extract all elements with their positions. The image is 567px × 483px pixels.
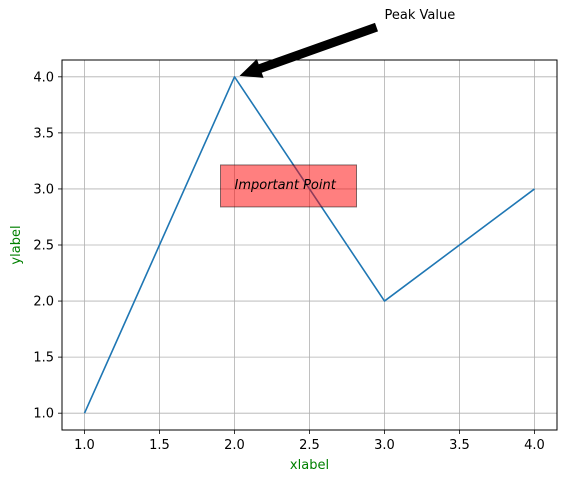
important-point-annotation: Important Point [220,164,357,208]
x-tick-label: 1.0 [74,438,95,453]
y-tick-label: 2.0 [33,295,54,310]
y-axis-ticks: 1.0 1.5 2.0 2.5 3.0 3.5 4.0 [33,70,62,422]
annotation-box [220,164,357,208]
y-tick-label: 4.0 [33,70,54,85]
x-tick-label: 2.0 [224,438,245,453]
x-axis-ticks: 1.0 1.5 2.0 2.5 3.0 3.5 4.0 [74,430,545,453]
x-tick-label: 3.0 [374,438,395,453]
y-tick-label: 2.5 [33,239,54,254]
x-axis-label: xlabel [290,458,329,473]
annotation-arrow [239,22,379,78]
x-tick-label: 1.5 [149,438,170,453]
x-tick-label: 4.0 [524,438,545,453]
y-axis-label: ylabel [9,225,24,264]
annotation-arrow-text: Peak Value [385,8,456,23]
y-tick-label: 3.0 [33,182,54,197]
y-tick-label: 1.0 [33,407,54,422]
x-tick-label: 3.5 [449,438,470,453]
grid [62,60,557,430]
peak-value-annotation: Peak Value [239,8,456,78]
x-tick-label: 2.5 [299,438,320,453]
y-tick-label: 3.5 [33,126,54,141]
annotation-box-text: Important Point [235,178,337,193]
y-tick-label: 1.5 [33,351,54,366]
